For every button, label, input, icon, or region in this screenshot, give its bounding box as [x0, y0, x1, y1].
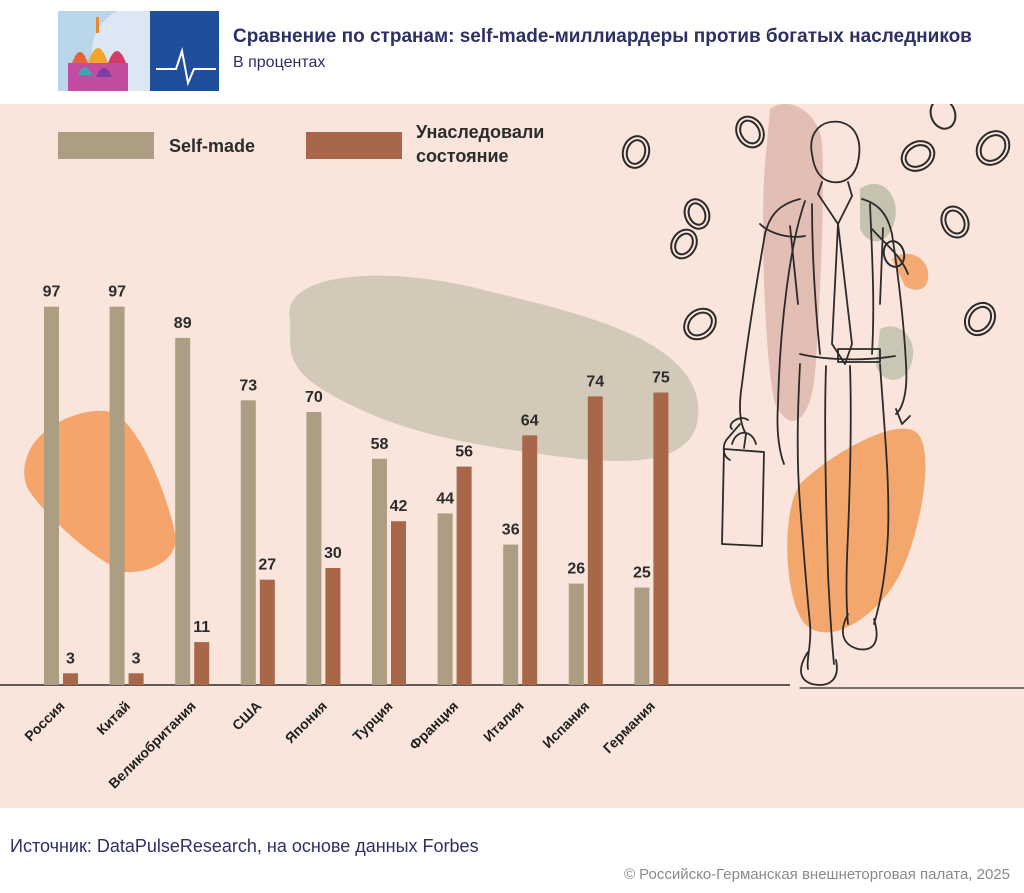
category-label-0: Россия — [21, 698, 67, 744]
decorative-orange-blob-right — [787, 428, 926, 633]
value-label-self-made-3: 73 — [239, 377, 257, 394]
bar-self-made-3 — [240, 400, 256, 685]
category-label-3: США — [229, 698, 265, 734]
category-label-5: Турция — [349, 698, 395, 744]
bar-inherited-2 — [194, 642, 210, 685]
businessman-illustration-icon — [721, 120, 1024, 689]
bars-group — [44, 306, 669, 685]
bar-self-made-8 — [568, 583, 584, 685]
source-note: Источник: DataPulseResearch, на основе д… — [10, 836, 479, 856]
value-label-inherited-8: 74 — [586, 373, 604, 390]
decorative-green-shape — [860, 183, 896, 242]
value-label-inherited-7: 64 — [521, 412, 539, 429]
logo-domes-icon — [58, 11, 219, 91]
category-label-8: Испания — [539, 698, 592, 751]
bar-inherited-5 — [391, 521, 406, 685]
bar-inherited-8 — [587, 396, 603, 685]
coins-illustration-icon — [621, 104, 1011, 341]
chart-panel: 97 3 97 3 89 11 73 27 70 30 58 42 44 56 36 64 26 74 25 75 Р… — [0, 104, 1024, 808]
legend-label-inherited: Унаследовали состояние — [416, 120, 544, 168]
legend-swatch-inherited — [306, 132, 402, 159]
category-label-9: Германия — [600, 698, 658, 756]
bar-inherited-4 — [325, 568, 341, 685]
bar-inherited-3 — [259, 579, 275, 685]
value-label-inherited-2: 11 — [193, 619, 210, 636]
legend-label-inherited-line1: Унаследовали — [416, 122, 545, 142]
bar-self-made-2 — [175, 337, 191, 685]
value-label-self-made-9: 25 — [633, 565, 651, 582]
legend-label-self-made: Self-made — [169, 136, 256, 156]
chart-subtitle: В процентах — [233, 54, 326, 71]
decorative-orange-blob-small — [892, 253, 929, 290]
value-label-self-made-7: 36 — [502, 522, 520, 539]
value-labels-group: 97 3 97 3 89 11 73 27 70 30 58 42 44 56 36 64 26 74 25 75 — [43, 284, 670, 668]
value-label-self-made-4: 70 — [305, 389, 323, 406]
value-label-self-made-2: 89 — [174, 315, 192, 332]
category-label-1: Китай — [93, 698, 133, 738]
value-label-inherited-4: 30 — [324, 545, 342, 562]
value-label-inherited-0: 3 — [66, 650, 75, 667]
chart-title: Сравнение по странам: self-made-миллиард… — [233, 26, 972, 47]
value-label-self-made-8: 26 — [567, 561, 585, 578]
bar-self-made-5 — [372, 458, 387, 685]
value-label-inherited-6: 56 — [455, 444, 473, 461]
value-label-inherited-3: 27 — [258, 557, 276, 574]
bar-self-made-9 — [634, 587, 650, 685]
value-label-self-made-5: 58 — [371, 436, 389, 453]
bar-inherited-7 — [522, 435, 538, 685]
bar-inherited-9 — [653, 392, 669, 685]
category-label-4: Япония — [282, 698, 330, 746]
value-label-self-made-0: 97 — [43, 284, 61, 301]
bar-self-made-7 — [503, 544, 519, 685]
legend-swatch-self-made — [58, 132, 154, 159]
decorative-green-shape-2 — [876, 326, 914, 380]
value-label-self-made-1: 97 — [108, 284, 126, 301]
bar-self-made-6 — [437, 513, 453, 685]
bar-inherited-0 — [63, 673, 78, 685]
legend-label-inherited-line2: состояние — [416, 146, 509, 166]
decorative-grey-blob — [289, 275, 699, 462]
category-label-6: Франция — [406, 698, 461, 753]
category-label-7: Италия — [480, 698, 527, 745]
bar-inherited-6 — [456, 466, 472, 685]
value-label-self-made-6: 44 — [436, 490, 454, 507]
bar-self-made-0 — [44, 306, 59, 685]
value-label-inherited-1: 3 — [132, 650, 141, 667]
bar-inherited-1 — [128, 673, 144, 685]
header: Сравнение по странам: self-made-миллиард… — [0, 0, 1024, 104]
bar-self-made-4 — [306, 412, 322, 685]
bar-self-made-1 — [109, 306, 125, 685]
value-label-inherited-5: 42 — [390, 498, 408, 515]
value-label-inherited-9: 75 — [652, 370, 670, 387]
decorative-orange-blob — [24, 410, 176, 573]
copyright-note: © Российско-Германская внешнеторговая па… — [623, 866, 1010, 883]
chart-svg: 97 3 97 3 89 11 73 27 70 30 58 42 44 56 36 64 26 74 25 75 Р… — [0, 104, 1024, 792]
